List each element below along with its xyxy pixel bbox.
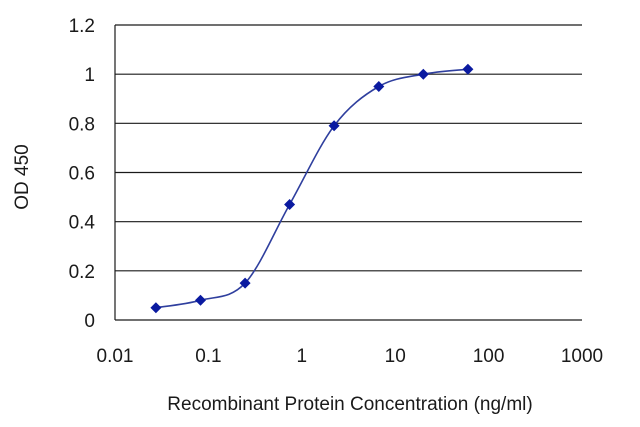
x-tick-label-4: 100 [473,346,505,367]
y-tick-label-2: 0.4 [69,213,96,234]
y-tick-label-1: 0.2 [69,262,95,283]
y-tick-label-0: 0 [84,311,95,332]
data-point-7 [462,63,474,75]
x-tick-labels: 0.01 0.1 1 10 100 1000 [97,346,604,367]
y-tick-label-5: 1 [84,65,95,86]
x-tick-label-0: 0.01 [97,346,134,367]
data-point-0 [150,302,162,314]
y-tick-label-4: 0.8 [69,114,95,135]
data-point-6 [417,68,429,80]
data-point-5 [373,81,385,92]
y-axis-title: OD 450 [12,144,33,209]
x-axis-title: Recombinant Protein Concentration (ng/ml… [167,394,532,415]
series-curve [155,68,468,309]
x-tick-label-1: 0.1 [195,346,221,367]
y-tick-label-6: 1.2 [69,16,95,37]
x-tick-label-2: 1 [297,346,308,367]
x-tick-label-3: 10 [385,346,406,367]
gridlines [115,73,582,272]
y-tick-labels: 0 0.2 0.4 0.6 0.8 1 1.2 [69,16,96,332]
data-point-3 [284,199,296,210]
data-point-2 [239,277,251,289]
axes [114,24,582,321]
x-tick-label-5: 1000 [561,346,603,367]
data-point-4 [328,120,340,132]
y-tick-label-3: 0.6 [69,164,95,185]
data-points [150,63,474,314]
data-point-1 [195,294,206,306]
